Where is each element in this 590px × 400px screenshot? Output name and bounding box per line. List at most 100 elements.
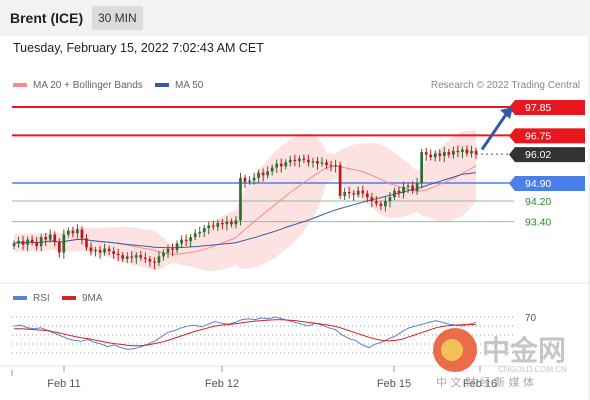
candle-body (384, 201, 387, 207)
candle-body (103, 248, 106, 253)
candle-body (175, 243, 179, 250)
candle-body (370, 197, 374, 202)
candle-body (461, 149, 464, 153)
candle-body (470, 150, 473, 154)
candle-body (67, 230, 70, 235)
candle-body (112, 251, 115, 254)
candle-body (162, 252, 165, 257)
level-label-94.90: 94.90 (525, 178, 551, 190)
candle-body (202, 228, 206, 232)
x-tick-label: Feb 12 (205, 378, 239, 390)
candle-body (130, 256, 134, 258)
candle-body (94, 249, 97, 252)
candle-body (17, 240, 20, 244)
candle-body (89, 247, 93, 252)
candle-body (216, 222, 220, 227)
candle-body (148, 258, 152, 262)
candle-body (347, 192, 351, 194)
candle-body (35, 242, 38, 247)
legend-ma50-label: MA 50 (175, 80, 204, 91)
candle-body (107, 248, 111, 252)
level-tag-94.90 (515, 176, 585, 191)
level-label-97.85: 97.85 (525, 102, 551, 114)
legend-rsi-label: RSI (33, 293, 50, 304)
candle-body (352, 193, 356, 195)
candle-body (121, 255, 125, 259)
candle-body (288, 159, 292, 163)
candle-body (343, 192, 346, 196)
level-tag-96.02 (515, 147, 585, 163)
candle-body (293, 159, 297, 162)
candle-body (198, 231, 202, 234)
candle-body (334, 164, 337, 167)
candle-body (298, 158, 301, 162)
candle-body (189, 237, 192, 241)
instrument-title: Brent (ICE) (10, 10, 84, 26)
watermark-url: CNGOLD.COM.CN (498, 365, 567, 374)
candle-body (474, 150, 478, 155)
legend-ma50: MA 50 (155, 80, 203, 91)
candle-body (144, 257, 147, 259)
candle-body (39, 237, 43, 247)
level-tag-pointer-96.75 (509, 128, 515, 144)
candle-body (266, 171, 269, 176)
candle-body (379, 203, 383, 207)
level-label-94.20: 94.20 (525, 196, 551, 208)
candle-body (184, 239, 188, 241)
level-tag-96.75 (515, 128, 585, 144)
candle-body (248, 180, 251, 182)
level-label-96.75: 96.75 (525, 130, 551, 142)
candle-body (329, 164, 333, 167)
candle-body (257, 172, 260, 178)
candle-body (26, 239, 29, 245)
rsi-swatch (13, 296, 27, 301)
candle-body (21, 240, 25, 245)
x-tick-label: Feb 15 (377, 378, 411, 390)
candle-body (424, 152, 428, 155)
legend-rsi: RSI (13, 293, 50, 304)
interval-badge[interactable]: 30 MIN (92, 6, 143, 30)
candle-body (180, 239, 183, 244)
candle-body (252, 177, 256, 181)
candle-body (316, 161, 319, 164)
rsi-series-9MA (14, 319, 476, 347)
level-label-93.40: 93.40 (525, 217, 551, 229)
candle-body (48, 234, 52, 240)
ma50-swatch (155, 83, 169, 88)
candle-body (438, 153, 442, 156)
candle-body (320, 162, 324, 164)
forecast-arrow-shaft (480, 112, 509, 151)
rsi-tick-70: 70 (525, 313, 537, 324)
candle-body (284, 162, 288, 167)
candle-body (193, 233, 197, 238)
candle-body (53, 234, 57, 243)
credit-label: Research © 2022 Trading Central (430, 80, 580, 91)
ma20-swatch (13, 83, 27, 88)
legend-9ma-label: 9MA (82, 293, 103, 304)
candle-body (85, 238, 88, 248)
candle-body (76, 229, 79, 234)
candle-body (388, 197, 392, 202)
candle-body (125, 256, 129, 259)
legend-ma20: MA 20 + Bollinger Bands (13, 80, 143, 91)
candle-body (311, 161, 315, 163)
candle-body (456, 150, 460, 153)
candle-body (420, 152, 423, 183)
candle-body (139, 255, 143, 258)
watermark-name: 中金网 (482, 334, 566, 367)
candle-body (71, 230, 75, 234)
candle-body (153, 261, 156, 263)
candle-body (12, 243, 16, 247)
candle-body (134, 255, 138, 258)
candle-body (397, 190, 401, 194)
rsi-series-RSI (13, 316, 477, 350)
candle-body (402, 186, 405, 194)
watermark-logo-inner (441, 339, 463, 361)
candle-body (211, 225, 215, 227)
candle-body (452, 150, 455, 155)
x-tick-label: Feb 16 (463, 378, 497, 390)
candle-body (465, 149, 469, 154)
candle-body (166, 248, 170, 253)
candle-body (261, 172, 265, 176)
